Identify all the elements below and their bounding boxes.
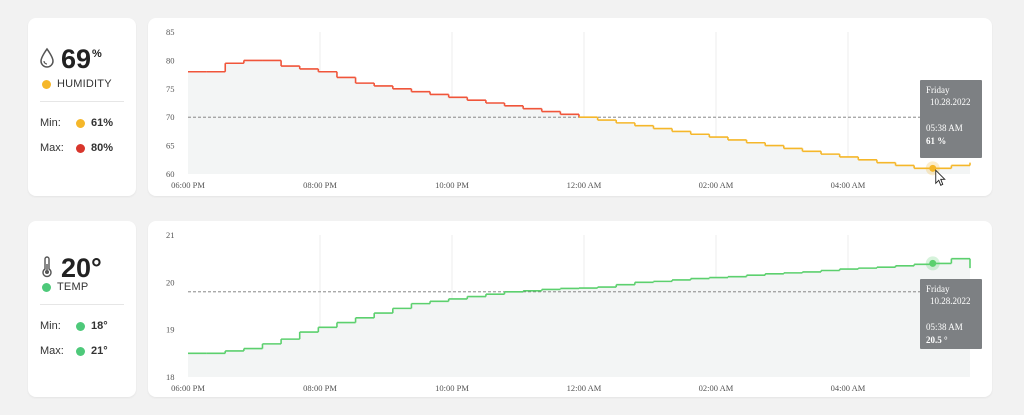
humidity-chart[interactable]: 60 65 70 75 80 85 06:00 PM 08:00 PM 10:00 PM 12:0… xyxy=(148,18,992,196)
min-dot xyxy=(76,118,85,128)
hover-point xyxy=(929,259,937,267)
min-label: Min: xyxy=(40,320,61,332)
humidity-dot xyxy=(42,79,51,89)
temp-label-row: TEMP xyxy=(42,281,88,293)
y-tick-label: 21 xyxy=(166,230,175,240)
thermometer-icon xyxy=(42,256,52,278)
humidity-label: HUMIDITY xyxy=(57,78,112,90)
humidity-reading: 69 % xyxy=(38,46,102,73)
temp-max-value: 21° xyxy=(91,345,108,357)
y-tick-label: 60 xyxy=(166,169,175,179)
x-tick-label: 04:00 AM xyxy=(831,383,866,393)
tooltip: Friday 10.28.2022 05:38 AM 61 % xyxy=(920,80,982,158)
y-tick-label: 19 xyxy=(166,325,175,335)
x-tick-label: 06:00 PM xyxy=(171,180,205,190)
x-tick-label: 12:00 AM xyxy=(567,383,602,393)
x-tick-label: 04:00 AM xyxy=(831,180,866,190)
y-tick-label: 75 xyxy=(166,84,175,94)
x-tick-label: 08:00 PM xyxy=(303,180,337,190)
tooltip-day: Friday xyxy=(926,284,950,294)
y-tick-label: 20 xyxy=(166,277,175,287)
temp-min-row: Min: 18° xyxy=(40,320,108,332)
tooltip-box xyxy=(920,279,982,349)
temp-chart[interactable]: 18 19 20 21 06:00 PM 08:00 PM 10:00 PM 12:00 AM… xyxy=(148,221,992,397)
humidity-stat-card: 69 % HUMIDITY Min: 61% Max: 80% xyxy=(28,18,136,196)
temp-dot xyxy=(42,282,51,292)
max-dot xyxy=(76,143,85,153)
divider xyxy=(40,304,124,305)
x-tick-label: 02:00 AM xyxy=(699,180,734,190)
temp-reading: 20° xyxy=(38,255,102,282)
cursor-icon xyxy=(935,169,946,186)
humidity-unit: % xyxy=(92,48,102,60)
x-tick-label: 10:00 PM xyxy=(435,383,469,393)
y-tick-label: 18 xyxy=(166,372,175,382)
droplet-icon xyxy=(40,47,54,68)
tooltip-box xyxy=(920,80,982,158)
humidity-max-row: Max: 80% xyxy=(40,142,113,154)
temp-chart-card: 18 19 20 21 06:00 PM 08:00 PM 10:00 PM 12:00 AM… xyxy=(148,221,992,397)
humidity-max-value: 80% xyxy=(91,142,114,154)
humidity-chart-card: 60 65 70 75 80 85 06:00 PM 08:00 PM 10:00 PM 12:0… xyxy=(148,18,992,196)
humidity-min-row: Min: 61% xyxy=(40,117,113,129)
tooltip: Friday 10.28.2022 05:38 AM 20.5 ° xyxy=(920,279,982,349)
tooltip-value: 61 % xyxy=(926,136,946,146)
x-tick-label: 02:00 AM xyxy=(699,383,734,393)
temp-max-row: Max: 21° xyxy=(40,345,108,357)
tooltip-time: 05:38 AM xyxy=(926,322,963,332)
tooltip-value: 20.5 ° xyxy=(926,335,948,345)
x-tick-label: 06:00 PM xyxy=(171,383,205,393)
divider xyxy=(40,101,124,102)
tooltip-date: 10.28.2022 xyxy=(930,97,971,107)
humidity-label-row: HUMIDITY xyxy=(42,78,112,90)
y-tick-label: 85 xyxy=(166,27,175,37)
min-dot xyxy=(76,321,85,331)
y-tick-label: 80 xyxy=(166,55,175,65)
temp-label: TEMP xyxy=(57,281,89,293)
y-tick-label: 65 xyxy=(166,141,175,151)
area-fill xyxy=(188,258,970,377)
x-tick-label: 08:00 PM xyxy=(303,383,337,393)
hover-point xyxy=(929,164,937,172)
x-tick-label: 10:00 PM xyxy=(435,180,469,190)
max-dot xyxy=(76,346,85,356)
temp-value: 20° xyxy=(61,253,102,283)
tooltip-date: 10.28.2022 xyxy=(930,296,971,306)
humidity-value: 69 xyxy=(61,44,92,74)
tooltip-time: 05:38 AM xyxy=(926,123,963,133)
tooltip-day: Friday xyxy=(926,85,950,95)
min-label: Min: xyxy=(40,117,61,129)
humidity-min-value: 61% xyxy=(91,117,114,129)
y-tick-label: 70 xyxy=(166,112,175,122)
max-label: Max: xyxy=(40,142,64,154)
x-tick-label: 12:00 AM xyxy=(567,180,602,190)
temp-min-value: 18° xyxy=(91,320,108,332)
max-label: Max: xyxy=(40,345,64,357)
temp-stat-card: 20° TEMP Min: 18° Max: 21° xyxy=(28,221,136,397)
